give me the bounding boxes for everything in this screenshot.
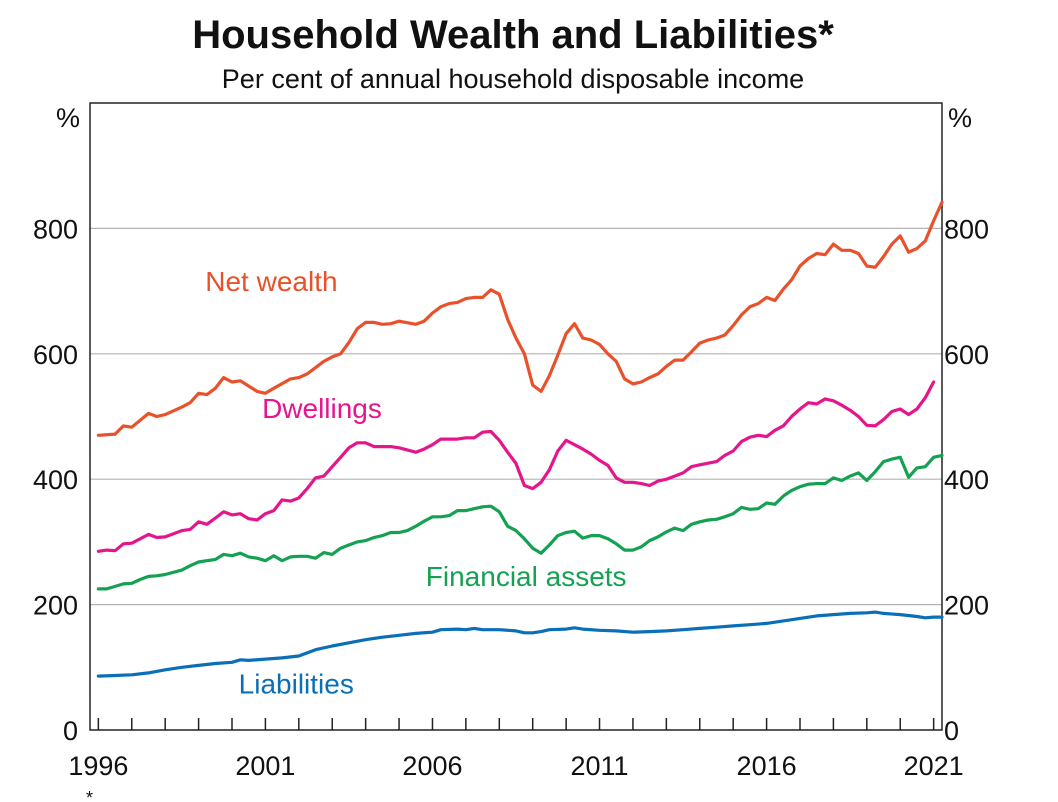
gridlines: [90, 227, 942, 606]
plot-frame: [89, 102, 943, 731]
x-tick-label: 2016: [737, 751, 797, 781]
x-tick-label: 2011: [570, 751, 628, 781]
series-line-dwellings: [96, 380, 936, 553]
chart-subtitle: Per cent of annual household disposable …: [222, 64, 804, 94]
series-labels: Net wealth Dwellings Financial assets Liabi…: [205, 266, 626, 700]
y-tick-label-right: 600: [944, 340, 989, 370]
x-tick-label: 2006: [402, 751, 462, 781]
y-unit-left: %: [56, 103, 80, 133]
y-tick-label-right: 400: [944, 465, 989, 495]
series-line-liabilities: [96, 610, 944, 678]
series-line-financial-assets: [96, 453, 944, 591]
y-tick-label-right: 0: [944, 716, 959, 746]
series-label-financial-assets: Financial assets: [426, 561, 627, 592]
y-tick-label-left: 600: [33, 340, 78, 370]
footnote-marker: *: [86, 788, 93, 802]
y-axis-ticks: 0 0 200 200 400 400 600 600 800 800: [33, 214, 989, 746]
x-axis-ticks: 1996 2001 2006 2011 2016 2021: [68, 718, 964, 781]
y-tick-label-left: 800: [33, 214, 78, 244]
y-unit-right: %: [948, 103, 972, 133]
series-label-net-wealth: Net wealth: [205, 266, 337, 297]
y-tick-label-left: 200: [33, 591, 78, 621]
y-tick-label-right: 800: [944, 214, 989, 244]
y-tick-label-left: 0: [63, 716, 78, 746]
series-lines: [96, 200, 944, 678]
series-label-dwellings: Dwellings: [262, 393, 382, 424]
y-tick-label-right: 200: [944, 591, 989, 621]
y-tick-label-left: 400: [33, 465, 78, 495]
series-line-net-wealth: [96, 200, 944, 437]
x-tick-label: 1996: [68, 751, 128, 781]
chart-title: Household Wealth and Liabilities*: [192, 13, 834, 57]
x-tick-label: 2021: [904, 751, 964, 781]
series-label-liabilities: Liabilities: [239, 669, 354, 700]
x-tick-label: 2001: [235, 751, 295, 781]
